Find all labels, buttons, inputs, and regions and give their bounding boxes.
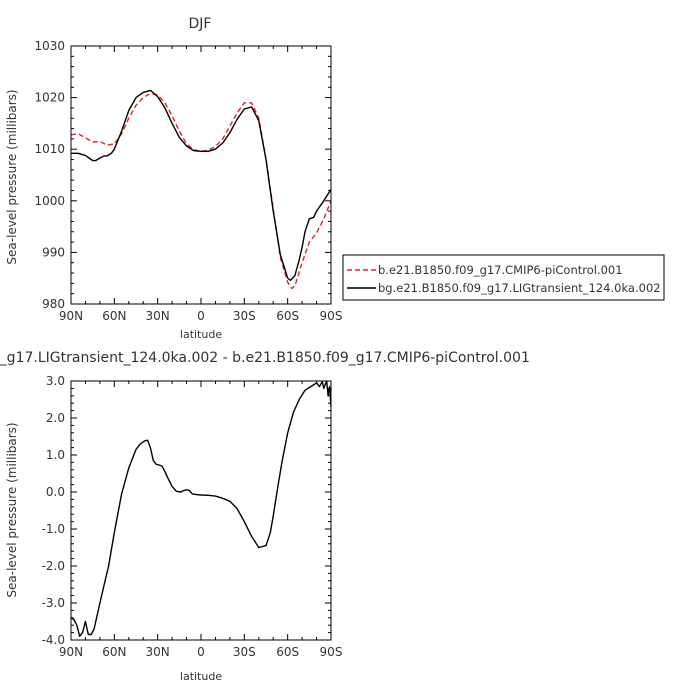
bottom-chart-y-tick-label: 2.0 [46,411,65,425]
top-chart-plot-frame [70,45,332,305]
bottom-chart-y-tick-label: -4.0 [42,633,65,647]
top-chart-y-tick-label: 1010 [34,142,65,156]
bottom-chart-series-line-0 [70,380,332,637]
top-chart-y-tick-label: 990 [42,245,65,259]
top-chart-x-tick-label: 90S [320,309,343,323]
top-chart-y-tick-label: 980 [42,297,65,311]
top-chart-y-tick-label: 1000 [34,194,65,208]
top-chart-series-line-1 [71,89,332,281]
top-chart-x-axis-title: latitude [180,328,222,341]
top-chart-x-tick-label: 30S [233,309,256,323]
bottom-chart-y-tick-label: -3.0 [42,596,65,610]
bottom-chart-x-tick-label: 90S [320,645,343,659]
top-chart-x-tick-label: 0 [197,309,205,323]
top-chart-x-tick-label: 60N [102,309,126,323]
bottom-chart-y-axis-title: Sea-level pressure (millibars) [5,422,19,597]
bottom-chart-x-axis-title: latitude [180,670,222,683]
bottom-chart-series [70,380,332,637]
legend-label-transient: bg.e21.B1850.f09_g17.LIGtransient_124.0k… [378,281,661,295]
top-chart-x-tick-label: 60S [276,309,299,323]
bottom-chart: bg.e21.B1850.f09_g17.LIGtransient_124.0k… [0,350,530,683]
legend: b.e21.B1850.f09_g17.CMIP6-piControl.001 … [342,254,665,301]
bottom-chart-x-tick-label: 60S [276,645,299,659]
top-chart-y-axis-title: Sea-level pressure (millibars) [5,89,19,264]
top-chart-title: DJF [189,16,212,32]
bottom-chart-y-tick-label: -1.0 [42,522,65,536]
top-chart-series [70,89,332,290]
top-chart-x-tick-label: 30N [146,309,170,323]
bottom-chart-y-tick-label: 1.0 [46,448,65,462]
bottom-chart-plot-frame [70,380,332,641]
bottom-chart-y-tick-label: 3.0 [46,374,65,388]
legend-label-control: b.e21.B1850.f09_g17.CMIP6-piControl.001 [378,263,623,277]
bottom-chart-x-tick-label: 0 [197,645,205,659]
top-chart-x-tick-label: 90N [59,309,83,323]
top-chart-y-tick-label: 1020 [34,91,65,105]
bottom-chart-title: bg.e21.B1850.f09_g17.LIGtransient_124.0k… [0,350,530,366]
bottom-chart-x-tick-label: 30N [146,645,170,659]
top-chart-y-tick-label: 1030 [34,39,65,53]
bottom-chart-x-tick-label: 90N [59,645,83,659]
top-chart: DJF Sea-level pressure (millibars) latit… [5,16,342,341]
legend-box [342,254,665,301]
bottom-chart-y-tick-label: -2.0 [42,559,65,573]
top-chart-series-line-0 [70,92,332,290]
bottom-chart-x-tick-label: 30S [233,645,256,659]
top-chart-ticks: 90N 60N 30N 0 30S 60S 90S 980 990 1000 1010 1020 103… [34,39,342,323]
bottom-chart-y-tick-label: 0.0 [46,485,65,499]
bottom-chart-ticks: 90N 60N 30N 0 30S 60S 90S -4.0 -3.0 -2.0 -1.0 0.0 1.… [42,374,343,659]
bottom-chart-x-tick-label: 60N [102,645,126,659]
